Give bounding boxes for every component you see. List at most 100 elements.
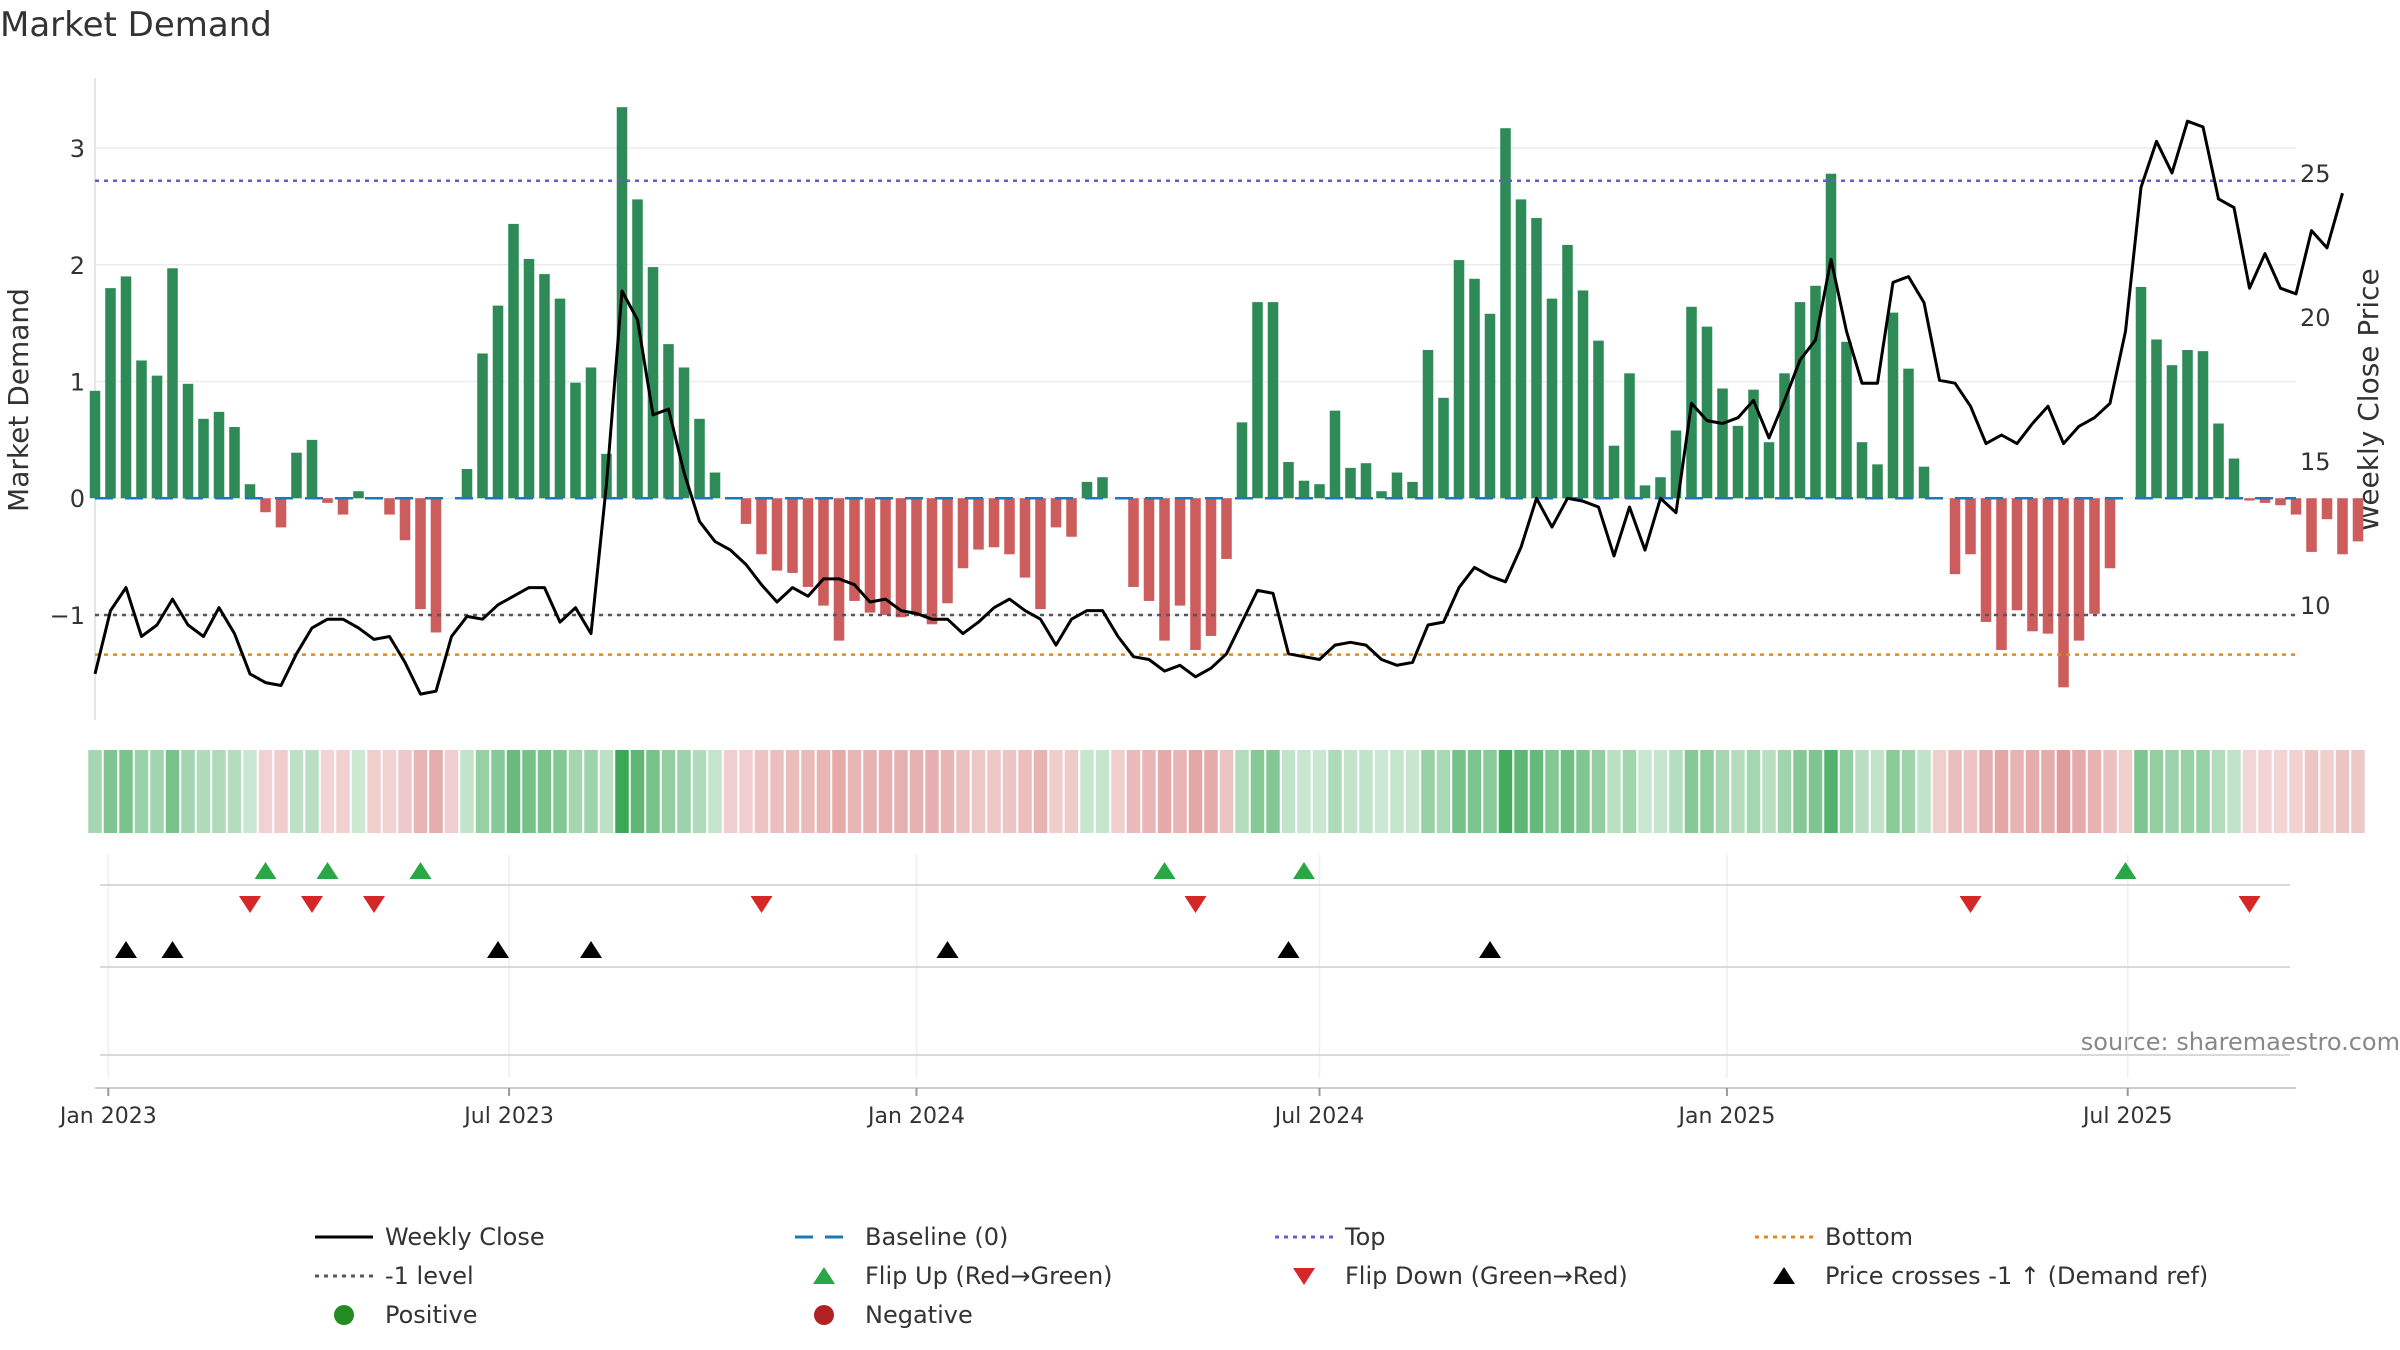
strip-cell [878, 750, 893, 833]
strip-cell [2118, 750, 2133, 833]
demand-bar [2197, 351, 2209, 499]
demand-bar [508, 223, 519, 499]
strip-cell [1002, 750, 1017, 833]
strip-cell [2289, 750, 2303, 833]
strip-cell [1715, 750, 1730, 833]
strip-cell [1235, 750, 1249, 833]
legend-item-baseline: Baseline (0) [795, 1223, 1008, 1251]
demand-bar [2042, 498, 2054, 634]
strip-cell [506, 750, 521, 833]
strip-cell [909, 750, 924, 833]
demand-bar [353, 491, 364, 499]
demand-bar [1593, 340, 1604, 499]
demand-bar [2027, 498, 2038, 632]
x-tick-label: Jan 2024 [866, 1104, 965, 1129]
strip-cell [212, 750, 226, 833]
strip-cell [1390, 750, 1404, 833]
strip-cell [1421, 750, 1435, 833]
demand-bar [167, 268, 178, 499]
demand-bar [1655, 477, 1666, 499]
demand-bar [1670, 430, 1682, 499]
demand-bar [2259, 498, 2271, 503]
strip-cell [1684, 750, 1699, 833]
demand-bar [973, 498, 984, 550]
strip-cell [1250, 750, 1265, 833]
demand-bar [1965, 498, 1976, 555]
strip-cell [1963, 750, 1978, 833]
demand-bar [2290, 498, 2302, 515]
strip-cell [1483, 750, 1497, 833]
demand-bar [492, 305, 504, 499]
demand-bar [554, 298, 566, 499]
strip-cell [1886, 750, 1900, 833]
demand-bar [2058, 498, 2069, 688]
demand-bar [1004, 498, 1015, 555]
strip-cell [1529, 750, 1544, 833]
demand-bar [1918, 466, 1930, 499]
demand-bar [1608, 445, 1620, 499]
demand-bar [1159, 498, 1170, 641]
demand-bar [740, 498, 752, 524]
strip-cell [1343, 750, 1358, 833]
strip-cell [925, 750, 939, 833]
demand-bar [1221, 498, 1232, 559]
strip-cell [1793, 750, 1807, 833]
demand-bar [2321, 498, 2333, 520]
strip-cell [243, 750, 257, 833]
demand-bar [880, 498, 891, 615]
flip-up-marker [316, 862, 339, 879]
strip-cell [1374, 750, 1389, 833]
strip-cell [1917, 750, 1931, 833]
strip-cell [1467, 750, 1482, 833]
demand-bar [833, 498, 845, 641]
demand-bar [322, 498, 333, 503]
flip-down-marker [363, 896, 385, 913]
strip-cell [754, 750, 769, 833]
strip-cell [2056, 750, 2071, 833]
demand-bar [1314, 484, 1325, 499]
strip-cell [630, 750, 645, 833]
legend-item-weekly-close: Weekly Close [315, 1223, 545, 1251]
demand-bar [2306, 498, 2317, 552]
demand-bar [337, 498, 349, 515]
strip-cell [739, 750, 753, 833]
strip-cell [1700, 750, 1714, 833]
strip-cell [1312, 750, 1327, 833]
strip-cell [1855, 750, 1869, 833]
legend-label: Positive [385, 1301, 478, 1329]
price-cross-marker [115, 941, 137, 958]
demand-bar [1453, 260, 1465, 499]
strip-cell [1607, 750, 1621, 833]
strip-cell [1219, 750, 1234, 833]
price-cross-marker [1277, 941, 1300, 958]
strip-cell [444, 750, 459, 833]
demand-bar [1081, 481, 1093, 499]
demand-bar [1949, 498, 1961, 575]
strip-cell [1173, 750, 1187, 833]
demand-bar [911, 498, 922, 615]
demand-bar [105, 288, 116, 499]
y-tick-label: 1 [70, 368, 85, 396]
demand-bar [1298, 480, 1310, 499]
event-markers-panel: Jan 2023 Jul 2023 Jan 2024 Jul 2024 Jan 2025… [58, 855, 2296, 1129]
legend-label: -1 level [385, 1262, 474, 1290]
strip-cell [1591, 750, 1606, 833]
strip-cell [491, 750, 505, 833]
demand-bar [647, 267, 659, 499]
strip-cell [2320, 750, 2334, 833]
strip-cell [1018, 750, 1032, 833]
legend-swatch [334, 1305, 354, 1325]
strip-cell [1142, 750, 1156, 833]
strip-cell [1297, 750, 1311, 833]
strip-cell [2087, 750, 2102, 833]
strip-cell [1731, 750, 1745, 833]
demand-bar [2089, 498, 2100, 614]
strip-cell [1436, 750, 1451, 833]
demand-bar [709, 472, 721, 499]
strip-cell [1979, 750, 1993, 833]
strip-cell [816, 750, 831, 833]
strip-cell [832, 750, 846, 833]
legend-label: Flip Up (Red→Green) [865, 1262, 1113, 1290]
demand-bar [275, 498, 287, 528]
